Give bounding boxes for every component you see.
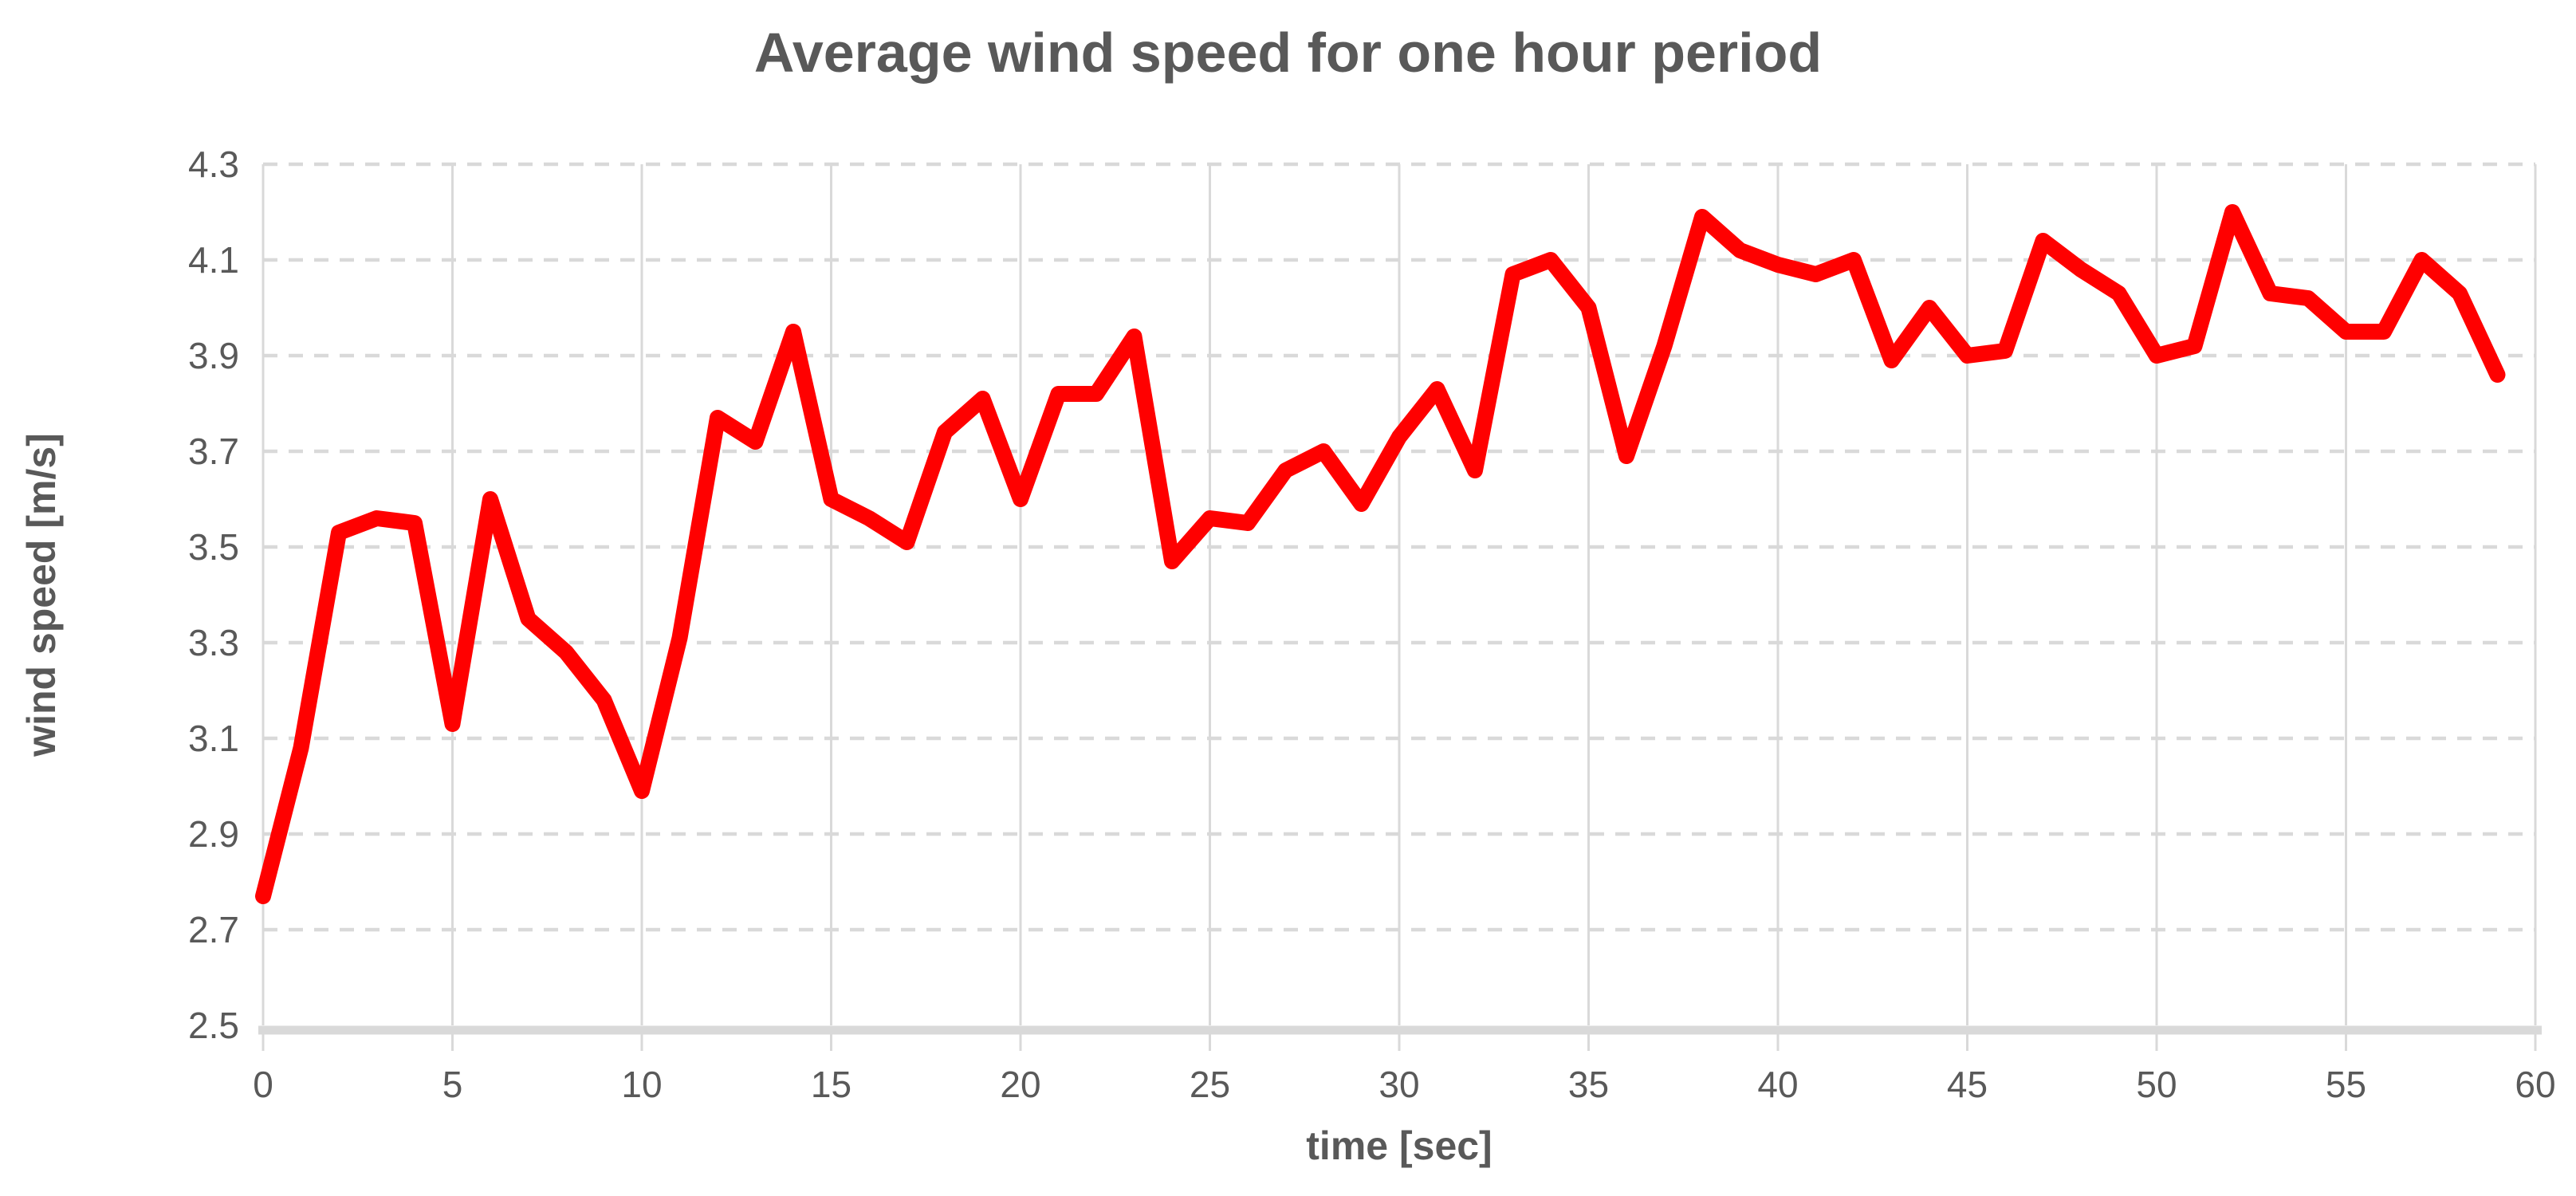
x-tick-label: 15 (811, 1064, 851, 1105)
chart-title: Average wind speed for one hour period (753, 22, 1823, 84)
y-tick-label: 2.5 (188, 1005, 239, 1046)
y-tick-label: 2.9 (188, 813, 239, 855)
series-line (255, 204, 2506, 904)
x-tick-label: 45 (1947, 1064, 1988, 1105)
x-tick-label: 35 (1568, 1064, 1609, 1105)
x-tick-label: 55 (2326, 1064, 2366, 1105)
x-tick-label: 5 (442, 1064, 463, 1105)
y-tick-label: 2.7 (188, 909, 239, 950)
y-tick-label: 3.3 (188, 622, 239, 663)
x-tick-label: 30 (1378, 1064, 1419, 1105)
y-tick-label: 3.9 (188, 335, 239, 376)
x-tick-label: 60 (2515, 1064, 2555, 1105)
y-tick-label: 4.3 (188, 144, 239, 185)
y-tick-label: 3.7 (188, 431, 239, 472)
x-tick-label: 50 (2136, 1064, 2177, 1105)
x-tick-label: 25 (1190, 1064, 1230, 1105)
y-tick-label: 3.5 (188, 526, 239, 568)
y-tick-label: 3.1 (188, 718, 239, 759)
x-tick-label: 10 (621, 1064, 662, 1105)
x-tick-label: 20 (1000, 1064, 1040, 1105)
x-axis-title: time [sec] (1306, 1123, 1493, 1168)
x-tick-label: 0 (253, 1064, 273, 1105)
y-tick-label: 4.1 (188, 239, 239, 281)
x-tick-label: 40 (1757, 1064, 1798, 1105)
